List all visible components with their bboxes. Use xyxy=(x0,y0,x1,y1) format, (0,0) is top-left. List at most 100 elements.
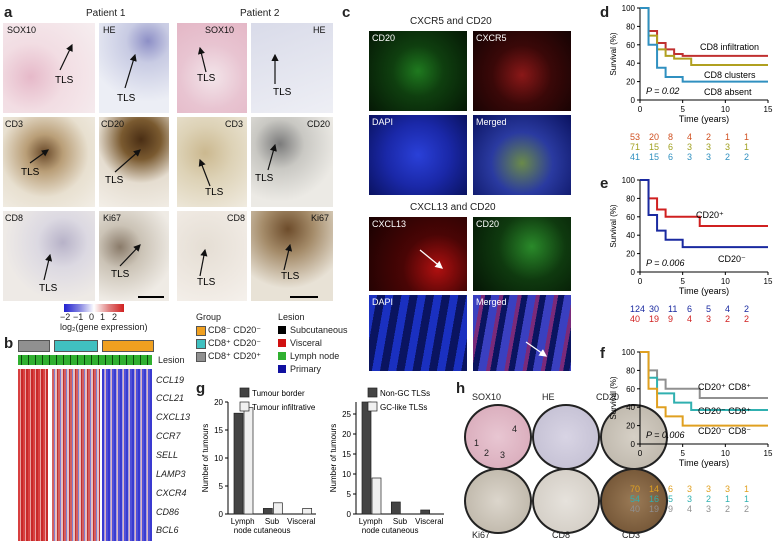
fluor-arrows xyxy=(419,249,548,357)
risk-count: 16 xyxy=(649,494,659,504)
micrograph-p2-he: HE TLS xyxy=(250,22,334,114)
gene-label: CD86 xyxy=(156,507,180,517)
risk-count: 8 xyxy=(668,132,673,142)
colorbar-tick: 2 xyxy=(112,312,118,322)
region-number: 4 xyxy=(512,424,518,434)
gene-label: LAMP3 xyxy=(156,469,186,479)
y-tick-label: 80 xyxy=(626,22,635,31)
micrograph-p1-cd20: CD20 TLS xyxy=(98,116,170,208)
risk-count: 40 xyxy=(630,504,640,514)
x-tick-label: Sub xyxy=(393,517,408,526)
km-curve xyxy=(640,179,768,249)
y-tick-label: 10 xyxy=(342,470,351,479)
km-curve xyxy=(640,351,768,427)
group-legend-title: Group xyxy=(196,312,222,322)
curve-label: CD20⁻ CD8⁻ xyxy=(698,426,751,436)
lesion-legend-title: Lesion xyxy=(278,312,305,322)
bar xyxy=(243,407,254,515)
risk-count: 1 xyxy=(744,494,749,504)
h-label: CD20 xyxy=(596,392,620,402)
risk-count: 1 xyxy=(744,132,749,142)
fluor-dapi-top: DAPI xyxy=(368,114,468,196)
tls-arrows xyxy=(29,43,318,298)
legend-swatch xyxy=(367,387,378,398)
risk-count: 1 xyxy=(744,484,749,494)
panel-e-km: 0 20 40 60 80 100 0 5 10 15 Time (years) Survival (… xyxy=(609,176,773,324)
x-tick-label: cutaneous xyxy=(382,526,419,535)
risk-count: 3 xyxy=(706,142,711,152)
bar xyxy=(361,401,372,515)
x-tick-label: 5 xyxy=(680,105,685,114)
y-tick-label: 60 xyxy=(626,41,635,50)
bar xyxy=(272,502,283,515)
risk-count: 2 xyxy=(744,304,749,314)
risk-count: 3 xyxy=(687,152,692,162)
patient-1-label: Patient 1 xyxy=(86,8,126,19)
risk-count: 3 xyxy=(706,504,711,514)
group-legend-item: CD8⁺ CD20⁻ xyxy=(208,338,262,348)
x-axis-label: Time (years) xyxy=(679,286,729,296)
region-number: 3 xyxy=(500,450,506,460)
panel-g-charts: 05101520LymphnodeSubcutaneousVisceralTum… xyxy=(201,387,444,535)
x-tick-label: node xyxy=(234,526,252,535)
p-value: P = 0.006 xyxy=(646,258,684,268)
risk-count: 9 xyxy=(668,314,673,324)
fluor-merged-top: Merged xyxy=(472,114,572,196)
tls-label: TLS xyxy=(105,175,124,186)
lesion-strip-label: Lesion xyxy=(158,355,185,365)
stain-label-p1-he: HE xyxy=(103,25,116,35)
risk-count: 3 xyxy=(687,142,692,152)
risk-count: 3 xyxy=(687,494,692,504)
tls-arrow xyxy=(59,43,73,71)
y-axis-label: Survival (%) xyxy=(609,32,618,75)
y-tick-label: 20 xyxy=(626,250,635,259)
risk-count: 9 xyxy=(668,504,673,514)
tls-label: TLS xyxy=(205,187,224,198)
colorbar xyxy=(64,304,124,312)
fluor-merged-bottom: Merged xyxy=(472,294,572,372)
panel-h: SOX10 HE CD20 Ki67 CD8 CD3 1 2 3 4 xyxy=(456,380,668,540)
risk-count: 2 xyxy=(744,504,749,514)
risk-count: 15 xyxy=(649,152,659,162)
stain-label-p1-ki67: Ki67 xyxy=(103,213,122,223)
tls-arrow xyxy=(43,253,53,281)
tls-label: TLS xyxy=(117,93,136,104)
stain-label-p1-cd20: CD20 xyxy=(101,119,125,129)
panel-b: Lesion CCL19 CCL21 CXCL13 CCR7 SELL LAMP… xyxy=(0,335,200,541)
lesion-strip xyxy=(18,355,152,365)
lesion-swatch-red xyxy=(278,339,286,347)
tls-label: TLS xyxy=(111,269,130,280)
fluor-arrow xyxy=(419,249,444,269)
legend-label: Tumour border xyxy=(252,389,305,398)
km-curve xyxy=(640,351,768,411)
colorbar-tick: −1 xyxy=(73,312,84,322)
risk-count: 6 xyxy=(668,142,673,152)
lesion-legend-item: Primary xyxy=(290,364,321,374)
y-tick-label: 20 xyxy=(342,430,351,439)
panel-c-top-title: CXCR5 and CD20 xyxy=(410,16,492,27)
risk-count: 20 xyxy=(649,132,659,142)
curve-label: CD20⁻ xyxy=(718,254,746,264)
x-tick-label: Lymph xyxy=(231,517,255,526)
y-tick-label: 25 xyxy=(342,410,351,419)
fluor-cxcl13: CXCL13 xyxy=(368,216,468,292)
tls-label: TLS xyxy=(197,277,216,288)
y-tick-label: 5 xyxy=(347,490,352,499)
risk-count: 30 xyxy=(649,304,659,314)
tls-arrow xyxy=(114,149,141,173)
region-number: 2 xyxy=(484,448,490,458)
colorbar-tick: 0 xyxy=(89,312,95,322)
panel-letter-a: a xyxy=(4,4,13,21)
micrograph-p2-sox10: SOX10 TLS xyxy=(176,22,248,114)
y-tick-label: 100 xyxy=(622,176,636,185)
fluor-dapi-bottom: DAPI xyxy=(368,294,468,372)
micrograph-p1-cd3: CD3 TLS xyxy=(2,116,96,208)
risk-count: 15 xyxy=(649,142,659,152)
fluor-label: CD20 xyxy=(476,219,500,229)
panel-letter-h: h xyxy=(456,380,466,397)
lesion-legend-item: Subcutaneous xyxy=(290,325,348,335)
micrograph-p1-ki67: Ki67 TLS xyxy=(98,210,170,302)
tls-label: TLS xyxy=(39,283,58,294)
y-tick-label: 0 xyxy=(219,510,224,519)
lesion-swatch-blue xyxy=(278,365,286,373)
